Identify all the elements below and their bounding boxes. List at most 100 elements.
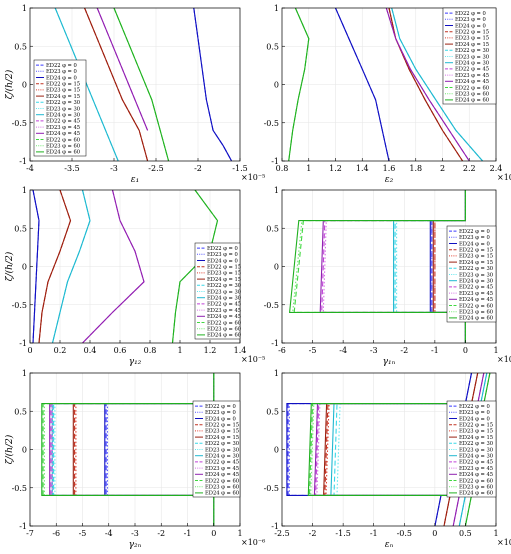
y-tick-label: 1 [22, 4, 27, 13]
series-line [82, 190, 145, 343]
series-line [313, 373, 485, 526]
x-tick-label: 0.2 [54, 346, 67, 355]
x-tick-label: 0.6 [114, 346, 127, 355]
x-tick-label: -3 [110, 164, 118, 173]
x-tick-label: -6 [278, 346, 286, 355]
legend-label: ED23 φ = 30 [207, 289, 241, 295]
series-group [288, 8, 484, 161]
x-tick-label: 0 [27, 346, 32, 355]
x-tick-label: 0 [211, 529, 216, 538]
x-tick-label: -0.5 [397, 529, 412, 538]
series-line [96, 8, 149, 131]
series-group [32, 190, 219, 343]
y-tick-label: 0 [22, 81, 27, 90]
x-tick-label: 2 [440, 164, 445, 173]
x-tick-label: 0 [463, 346, 468, 355]
x-tick-label: -2.5 [274, 529, 289, 538]
x-tick-label: -3 [131, 529, 139, 538]
legend-label: ED22 φ = 30 [46, 100, 80, 106]
legend-label: ED24 φ = 30 [455, 61, 489, 67]
legend-label: ED23 φ = 30 [46, 106, 80, 112]
y-tick-label: 0 [274, 81, 279, 90]
x-axis-label: γ₂ₙ [129, 540, 142, 550]
legend-label: ED24 φ = 0 [459, 416, 490, 422]
x-tick-label: -2 [157, 529, 165, 538]
legend-label: ED24 φ = 0 [205, 416, 236, 422]
legend-label: ED22 φ = 60 [459, 303, 493, 309]
y-tick-label: 0.5 [266, 407, 279, 416]
legend-label: ED22 φ = 0 [205, 404, 236, 410]
legend-label: ED22 φ = 45 [459, 285, 493, 291]
x-tick-label: 0.8 [144, 346, 157, 355]
legend-label: ED22 φ = 30 [205, 441, 239, 447]
series-line [334, 8, 390, 161]
x-tick-label: 1 [306, 164, 311, 173]
y-tick-label: 1 [274, 369, 279, 378]
x-exponent-label: ×10⁻⁵ [241, 355, 265, 364]
legend-label: ED23 φ = 15 [459, 429, 493, 435]
y-tick-label: 1 [22, 186, 27, 195]
x-tick-label: -4 [26, 164, 34, 173]
series-line [54, 8, 119, 161]
legend-label: ED24 φ = 60 [207, 333, 241, 339]
x-tick-label: 0.5 [459, 529, 472, 538]
series-line [323, 373, 479, 526]
series-line [385, 8, 470, 161]
chart-panel-6: -2.5 -2 -1.5 -1 -0.5 0 0.5 1 -1 -0.5 0 0.5 1 εₙ ×10⁻⁵ E… [264, 369, 511, 550]
x-tick-label: 1 [177, 346, 182, 355]
x-tick-label: -4 [339, 346, 347, 355]
legend-label: ED22 φ = 30 [459, 266, 493, 272]
legend-label: ED22 φ = 15 [205, 423, 239, 429]
chart-panel-4: -6 -5 -4 -3 -2 -1 0 1 -1 -0.5 0 0.5 1 γ₁ₙ ×10⁻⁶ ED22 φ … [264, 186, 511, 367]
legend-label: ED22 φ = 30 [207, 283, 241, 289]
chart-panel-5: -7 -6 -5 -4 -3 -2 -1 0 1 -1 -0.5 0 0.5 1 γ₂ₙ ×10⁻⁶ ζ/(h/… [4, 369, 265, 550]
series-line [38, 190, 72, 343]
x-tick-label: 1.2 [204, 346, 217, 355]
legend-label: ED24 φ = 0 [207, 258, 238, 264]
legend-label: ED22 φ = 0 [455, 11, 486, 17]
legend-label: ED24 φ = 15 [207, 277, 241, 283]
legend-label: ED24 φ = 15 [459, 435, 493, 441]
legend-label: ED22 φ = 60 [205, 478, 239, 484]
legend-label: ED22 φ = 30 [459, 441, 493, 447]
series-line [330, 373, 488, 526]
legend-label: ED23 φ = 45 [459, 291, 493, 297]
legend-label: ED24 φ = 45 [46, 131, 80, 137]
x-tick-label: -1 [370, 529, 378, 538]
y-tick-label: -0.5 [12, 301, 27, 310]
x-tick-label: 1.8 [409, 164, 422, 173]
y-tick-label: -0.5 [12, 484, 27, 493]
y-tick-label: -1 [271, 157, 279, 166]
x-tick-label: -2 [194, 164, 202, 173]
x-exponent-label: ×10⁻⁵ [497, 538, 511, 547]
y-tick-label: 0.5 [266, 224, 279, 233]
y-tick-label: -0.5 [264, 301, 279, 310]
y-tick-label: 0.5 [14, 407, 27, 416]
legend-label: ED22 φ = 0 [207, 246, 238, 252]
series-line [307, 373, 491, 526]
y-tick-label: 0 [22, 446, 27, 455]
series-line [113, 8, 170, 161]
legend-label: ED24 φ = 15 [46, 94, 80, 100]
x-axis-label: εₙ [385, 540, 394, 550]
legend-label: ED24 φ = 0 [46, 75, 77, 81]
legend-label: ED24 φ = 15 [459, 260, 493, 266]
y-tick-label: 1 [274, 4, 279, 13]
x-tick-label: -2.5 [148, 164, 163, 173]
legend-label: ED24 φ = 60 [455, 98, 489, 104]
legend-label: ED22 φ = 15 [46, 82, 80, 88]
y-tick-label: -0.5 [12, 119, 27, 128]
legend-label: ED23 φ = 45 [205, 466, 239, 472]
legend-label: ED23 φ = 15 [205, 429, 239, 435]
x-tick-label: 1 [237, 529, 242, 538]
legend-label: ED22 φ = 45 [459, 460, 493, 466]
legend-label: ED22 φ = 45 [207, 302, 241, 308]
x-axis-label: ε₂ [385, 175, 394, 185]
y-tick-label: -1 [271, 339, 279, 348]
legend-label: ED24 φ = 45 [205, 472, 239, 478]
y-axis-label: ζ/(h/2) [4, 251, 15, 281]
legend-label: ED22 φ = 60 [459, 478, 493, 484]
legend-label: ED22 φ = 60 [46, 137, 80, 143]
